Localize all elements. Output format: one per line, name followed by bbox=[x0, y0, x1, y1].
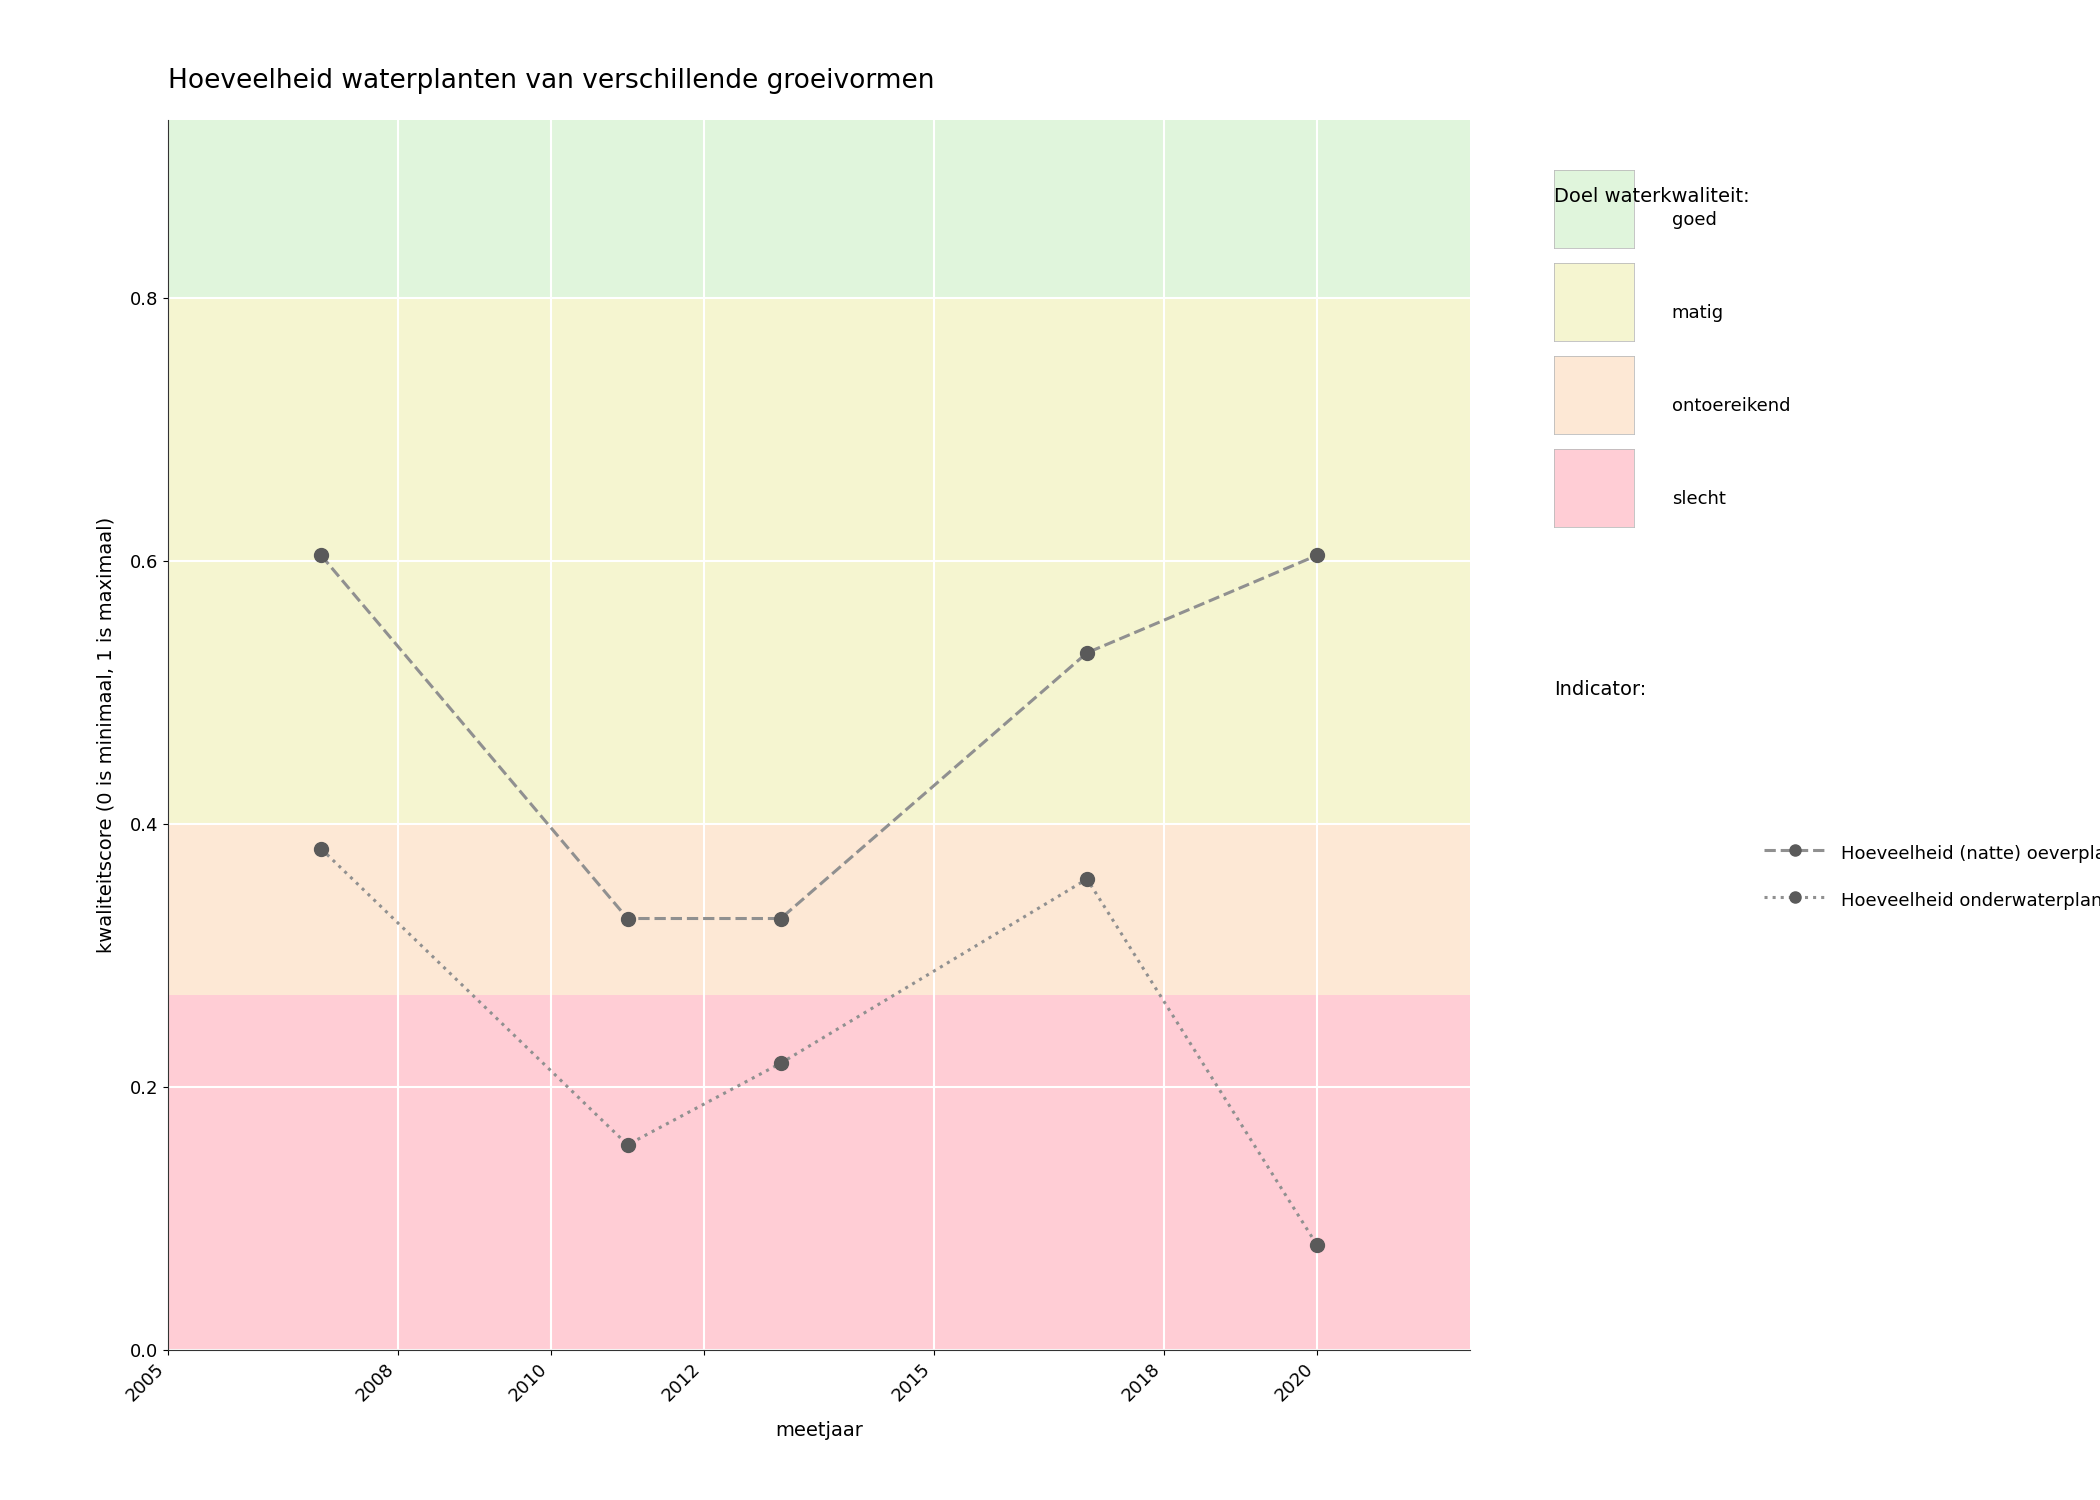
Text: slecht: slecht bbox=[1672, 490, 1726, 508]
Legend: Hoeveelheid (natte) oeverplanten, Hoeveelheid onderwaterplanten: Hoeveelheid (natte) oeverplanten, Hoevee… bbox=[1756, 834, 2100, 921]
Text: goed: goed bbox=[1672, 211, 1716, 230]
Text: ontoereikend: ontoereikend bbox=[1672, 398, 1789, 416]
Text: Doel waterkwaliteit:: Doel waterkwaliteit: bbox=[1554, 188, 1749, 207]
X-axis label: meetjaar: meetjaar bbox=[775, 1422, 863, 1440]
Bar bbox=[168, 824, 1470, 995]
Text: Indicator:: Indicator: bbox=[1554, 680, 1646, 699]
Text: matig: matig bbox=[1672, 304, 1724, 322]
Bar bbox=[168, 120, 1470, 297]
Y-axis label: kwaliteitscore (0 is minimaal, 1 is maximaal): kwaliteitscore (0 is minimaal, 1 is maxi… bbox=[97, 518, 116, 952]
Bar bbox=[168, 297, 1470, 824]
Bar bbox=[168, 994, 1470, 1350]
Text: Hoeveelheid waterplanten van verschillende groeivormen: Hoeveelheid waterplanten van verschillen… bbox=[168, 68, 934, 93]
